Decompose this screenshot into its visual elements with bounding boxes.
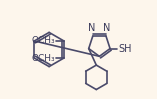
Text: N: N bbox=[103, 23, 111, 33]
Text: OCH₃: OCH₃ bbox=[32, 36, 55, 45]
Text: OCH₃: OCH₃ bbox=[32, 54, 55, 63]
Text: SH: SH bbox=[118, 44, 132, 54]
Text: N: N bbox=[88, 23, 95, 33]
